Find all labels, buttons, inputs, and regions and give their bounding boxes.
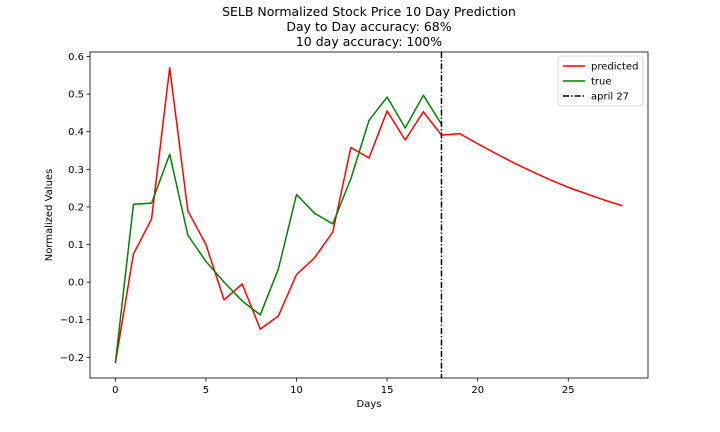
plot-frame: [89, 51, 649, 379]
x-tick-label: 0: [112, 385, 118, 396]
plot-area: [114, 52, 623, 378]
y-tick-label: 0.2: [68, 202, 84, 213]
chart-title-line-3: 10 day accuracy: 100%: [296, 34, 442, 49]
x-tick-label: 15: [381, 385, 394, 396]
chart-title-line-1: SELB Normalized Stock Price 10 Day Predi…: [222, 4, 516, 19]
y-tick-label: 0.6: [68, 52, 84, 63]
y-tick-label: −0.1: [60, 315, 84, 326]
series-line-predicted: [114, 67, 623, 364]
legend-label-april-27: april 27: [591, 92, 629, 103]
legend-box: [557, 55, 644, 107]
x-tick-label: 25: [562, 385, 575, 396]
y-tick-label: 0.5: [68, 90, 84, 101]
y-tick-label: −0.2: [60, 353, 84, 364]
y-axis-label: Normalized Values: [44, 169, 55, 262]
legend-label-true: true: [591, 77, 612, 88]
y-tick-label: 0.0: [68, 278, 84, 289]
x-tick-label: 10: [290, 385, 303, 396]
axis-ticks: 0 5 10 15 20 25 −0.2 −0.1 0.0 0.1 0.2 0.3 0.4 0.5 0.6: [60, 52, 575, 396]
y-tick-label: 0.1: [68, 240, 84, 251]
x-tick-label: 20: [471, 385, 484, 396]
chart-title-line-2: Day to Day accuracy: 68%: [286, 19, 451, 34]
series-line-true: [114, 94, 443, 364]
legend-label-predicted: predicted: [591, 62, 638, 73]
x-tick-label: 5: [203, 385, 209, 396]
legend: predicted true april 27: [557, 55, 644, 107]
y-tick-label: 0.3: [68, 165, 84, 176]
y-tick-label: 0.4: [68, 127, 84, 138]
x-axis-label: Days: [357, 399, 382, 410]
